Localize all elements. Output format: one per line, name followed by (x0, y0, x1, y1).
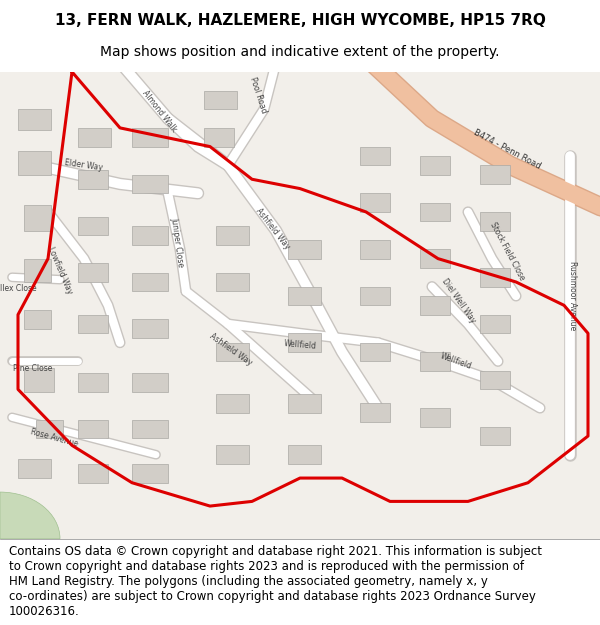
Text: Diel Well Way: Diel Well Way (440, 277, 478, 324)
Text: Stock Field Close: Stock Field Close (488, 221, 526, 282)
Text: Pine Close: Pine Close (13, 364, 53, 373)
Bar (78, 170, 108, 189)
Bar (288, 446, 321, 464)
Text: Ashfield Way: Ashfield Way (254, 206, 292, 251)
Bar (288, 333, 321, 352)
Bar (78, 464, 108, 482)
Bar (360, 193, 390, 212)
Bar (420, 156, 450, 174)
Text: HM Land Registry. The polygons (including the associated geometry, namely x, y: HM Land Registry. The polygons (includin… (9, 575, 488, 588)
Text: 13, FERN WALK, HAZLEMERE, HIGH WYCOMBE, HP15 7RQ: 13, FERN WALK, HAZLEMERE, HIGH WYCOMBE, … (55, 12, 545, 28)
Bar (24, 259, 51, 282)
Bar (216, 272, 249, 291)
Text: Wellfield: Wellfield (439, 351, 473, 371)
Bar (288, 394, 321, 412)
Bar (132, 420, 168, 438)
Bar (360, 147, 390, 165)
Bar (360, 287, 390, 305)
Bar (480, 165, 510, 184)
Bar (18, 459, 51, 478)
Bar (18, 109, 51, 130)
Bar (420, 296, 450, 314)
Bar (480, 212, 510, 231)
Text: Pool Road: Pool Road (248, 76, 268, 114)
Text: Rushmoor Avenue: Rushmoor Avenue (569, 261, 577, 331)
Bar (78, 128, 111, 147)
Text: Almond Walk: Almond Walk (140, 89, 178, 134)
Bar (480, 314, 510, 333)
Bar (288, 287, 321, 305)
Bar (480, 268, 510, 287)
Bar (288, 240, 321, 259)
Bar (78, 373, 108, 392)
Bar (24, 310, 51, 329)
Bar (18, 151, 51, 174)
Bar (360, 240, 390, 259)
Text: Contains OS data © Crown copyright and database right 2021. This information is : Contains OS data © Crown copyright and d… (9, 545, 542, 558)
Bar (204, 91, 237, 109)
Bar (480, 371, 510, 389)
Bar (78, 420, 108, 438)
Bar (216, 446, 249, 464)
Wedge shape (0, 492, 60, 539)
Bar (78, 217, 108, 235)
Bar (216, 394, 249, 412)
Bar (420, 352, 450, 371)
Text: Rose Avenue: Rose Avenue (29, 428, 79, 449)
Bar (420, 202, 450, 221)
Text: co-ordinates) are subject to Crown copyright and database rights 2023 Ordnance S: co-ordinates) are subject to Crown copyr… (9, 590, 536, 603)
Text: B474 - Penn Road: B474 - Penn Road (472, 127, 542, 171)
Bar (132, 319, 168, 338)
Bar (216, 226, 249, 244)
Bar (420, 249, 450, 268)
Text: to Crown copyright and database rights 2023 and is reproduced with the permissio: to Crown copyright and database rights 2… (9, 560, 524, 573)
Bar (132, 128, 168, 147)
Text: Map shows position and indicative extent of the property.: Map shows position and indicative extent… (100, 45, 500, 59)
Bar (36, 420, 63, 438)
Bar (78, 314, 108, 333)
Bar (132, 373, 168, 392)
Text: Ilex Close: Ilex Close (0, 284, 37, 294)
Text: Lowfield Way: Lowfield Way (46, 246, 74, 295)
Bar (132, 226, 168, 244)
Bar (132, 464, 168, 482)
Bar (360, 403, 390, 422)
Text: Juniper Close: Juniper Close (169, 217, 185, 268)
Text: Elder Way: Elder Way (64, 158, 104, 172)
Bar (480, 427, 510, 446)
Bar (78, 263, 108, 282)
Text: 100026316.: 100026316. (9, 605, 80, 618)
Bar (24, 205, 51, 231)
Bar (216, 342, 249, 361)
Text: Ashfield Way: Ashfield Way (208, 332, 254, 367)
Bar (24, 368, 54, 392)
Text: Wellfield: Wellfield (283, 339, 317, 351)
Bar (132, 272, 168, 291)
Bar (132, 174, 168, 193)
Bar (420, 408, 450, 427)
Bar (204, 128, 234, 147)
Bar (360, 342, 390, 361)
